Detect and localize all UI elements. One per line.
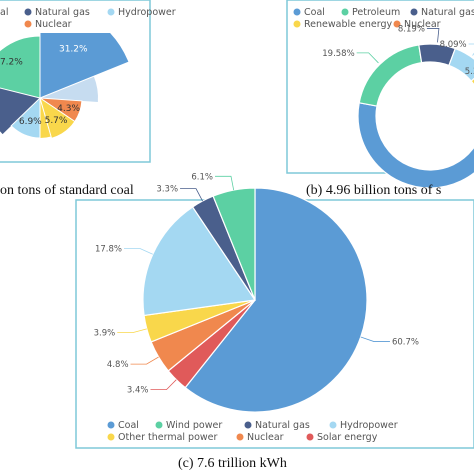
label-a-nuclear: 4.3% — [57, 104, 80, 114]
legend-c-nuclear: Nuclear — [247, 432, 284, 443]
legend-a-natural-gas: Natural gas — [35, 7, 90, 18]
label-c-coal: 60.7% — [392, 338, 419, 348]
label-b-renewable-energy-4: 5.39% — [465, 67, 474, 77]
slice-a-natural-gas — [10, 96, 41, 139]
leader-b-1 — [356, 52, 379, 64]
slice-a-hydropower — [39, 96, 76, 139]
panel-b-legend: Coal Petroleum Natural gas Renewable ene… — [293, 7, 474, 30]
label-a-hydropower: 5.7% — [45, 116, 68, 126]
legend-c-solar-marker — [306, 433, 314, 441]
legend-a-natural-gas-marker — [24, 8, 32, 16]
panel-a-frame — [0, 0, 151, 163]
slice-c-hydropower — [142, 206, 257, 317]
slice-a-petroleum — [0, 35, 41, 99]
legend-a-nuclear: Nuclear — [35, 19, 72, 30]
leader-b-3 — [468, 43, 474, 56]
leader-c-hydropower — [124, 248, 153, 255]
label-a-petroleum: 7.2% — [0, 57, 23, 67]
legend-a-nuclear-marker — [24, 20, 32, 28]
legend-b-renewable-marker — [293, 20, 301, 28]
panel-a-legend: al Natural gas Hydropower Nuclear — [0, 7, 176, 30]
panel-c: 60.7% 3.4% 4.8% 3.9% 17.8% 3.3% 6.1% Coal Wind… — [75, 172, 474, 471]
slice-a-natural-gas-2 — [0, 88, 40, 135]
legend-b-petroleum: Petroleum — [352, 7, 400, 18]
leader-b-2 — [426, 28, 440, 43]
legend-c-hydropower-marker — [329, 421, 337, 429]
legend-c-coal: Coal — [118, 420, 139, 431]
label-c-wind-power: 6.1% — [191, 172, 213, 182]
legend-b-nuclear-marker — [393, 20, 401, 28]
label-c-solar-energy: 3.4% — [127, 386, 149, 396]
panel-b: Coal Petroleum Natural gas Renewable ene… — [286, 0, 474, 198]
legend-c-wind-marker — [155, 421, 163, 429]
leader-c-coal — [360, 336, 390, 342]
chart-c: 60.7% 3.4% 4.8% 3.9% 17.8% 3.3% 6.1% — [94, 172, 419, 413]
label-b-natural-gas-3: 8.09% — [440, 40, 467, 50]
caption-a: on tons of standard coal — [0, 183, 134, 198]
legend-a-hydropower-marker — [107, 8, 115, 16]
legend-c-natural-gas-marker — [244, 421, 252, 429]
slice-b-natural-gas-3 — [448, 47, 474, 82]
label-c-natural-gas: 3.3% — [156, 185, 178, 195]
legend-b-coal: Coal — [304, 7, 325, 18]
leader-c-other-thermal-power — [117, 328, 147, 333]
chart-b: 19.58%8.19%8.09%5.39%2.2% — [322, 24, 474, 189]
chart-a: 31.2% 4.3% 5.7%6.9% 7.2% — [0, 33, 130, 139]
label-b-natural-gas-2: 8.19% — [398, 24, 425, 34]
caption-b: (b) 4.96 billion tons of s — [306, 183, 441, 198]
slice-a-coal — [39, 33, 130, 99]
legend-a-coal: al — [0, 7, 8, 18]
panel-c-legend: Coal Wind power Natural gas Hydropower O… — [107, 420, 398, 443]
label-a-coal: 31.2% — [59, 45, 88, 55]
leader-c-wind-power — [215, 175, 235, 191]
leader-c-solar-energy — [150, 379, 177, 391]
legend-b-renewable: Renewable energy — [304, 19, 392, 30]
slice-c-coal — [184, 187, 368, 413]
legend-c-natural-gas: Natural gas — [255, 420, 310, 431]
slice-c-wind-power — [212, 187, 256, 301]
slice-b-coal-0 — [357, 102, 474, 189]
legend-c-wind: Wind power — [166, 420, 222, 431]
legend-b-natural-gas: Natural gas — [421, 7, 474, 18]
legend-a-hydropower: Hydropower — [118, 7, 176, 18]
label-a-natural-gas: 6.9% — [19, 117, 42, 127]
legend-c-other-thermal-marker — [107, 433, 115, 441]
legend-b-coal-marker — [293, 8, 301, 16]
legend-b-petroleum-marker — [341, 8, 349, 16]
legend-c-solar: Solar energy — [317, 432, 378, 443]
slice-b-renewable-energy-4 — [470, 77, 474, 86]
caption-c: (c) 7.6 trillion kWh — [178, 456, 287, 471]
legend-c-other-thermal: Other thermal power — [118, 432, 218, 443]
legend-c-coal-marker — [107, 421, 115, 429]
legend-b-natural-gas-marker — [410, 8, 418, 16]
label-c-nuclear: 4.8% — [107, 360, 129, 370]
legend-b-nuclear: Nuclear — [404, 19, 441, 30]
slice-a-coal-tail — [40, 76, 98, 103]
leader-c-natural-gas — [180, 188, 203, 202]
label-c-hydropower: 17.8% — [95, 245, 122, 255]
legend-c-nuclear-marker — [236, 433, 244, 441]
panel-a: al Natural gas Hydropower Nuclear 31.2% 4… — [0, 0, 176, 198]
leader-c-nuclear — [130, 356, 159, 365]
label-b-petroleum-1: 19.58% — [322, 49, 354, 59]
legend-c-hydropower: Hydropower — [340, 420, 398, 431]
label-c-other-thermal-power: 3.9% — [94, 328, 116, 338]
